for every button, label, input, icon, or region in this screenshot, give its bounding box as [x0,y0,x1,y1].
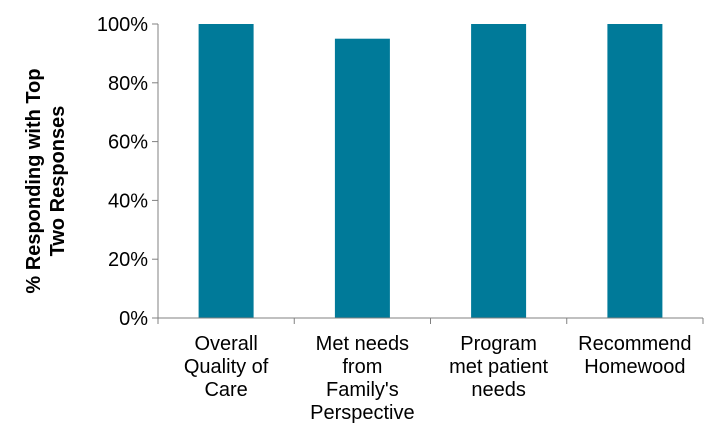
x-category-label-line: Perspective [310,402,415,424]
x-category-label-line: Care [204,379,247,401]
x-category-label: Program met patient needs [449,333,548,401]
x-category-label-line: met patient [449,356,548,378]
y-tick-label: 20% [108,249,148,271]
y-tick-label: 60% [108,132,148,154]
y-tick-label: 100% [97,14,148,36]
axes [157,24,704,324]
y-axis-title-line: % Responding with Top [23,68,45,293]
x-category-label-line: needs [471,379,526,401]
x-category-label-line: Homewood [584,356,685,378]
y-axis-ticks: 0% 20% 40% 60% 80% 100% [97,14,158,330]
x-axis-labels: Overall Quality of Care Met needs from Family… [184,333,692,424]
y-axis-title-line: Two Responses [47,106,69,257]
bar-4 [607,24,663,318]
y-tick-label: 40% [108,190,148,212]
x-category-label-line: Overall [194,333,257,355]
x-category-label-line: Quality of [184,356,269,378]
bar-3 [471,24,527,318]
y-tick-label: 80% [108,73,148,95]
x-category-label-line: Program [460,333,537,355]
bars [198,24,663,318]
bar-2 [334,38,390,318]
y-axis-title: % Responding with Top Two Responses [23,68,69,293]
x-category-label-line: from [342,356,382,378]
x-category-label: Recommend Homewood [578,333,691,378]
x-category-label-line: Family's [326,379,399,401]
y-tick-label: 0% [119,308,148,330]
x-category-label: Met needs from Family's Perspective [310,333,415,424]
x-category-label-line: Recommend [578,333,691,355]
x-category-label-line: Met needs [316,333,409,355]
x-category-label: Overall Quality of Care [184,333,269,401]
bar-1 [198,24,254,318]
y-axis-title-text: % Responding with Top Two Responses [23,68,69,293]
